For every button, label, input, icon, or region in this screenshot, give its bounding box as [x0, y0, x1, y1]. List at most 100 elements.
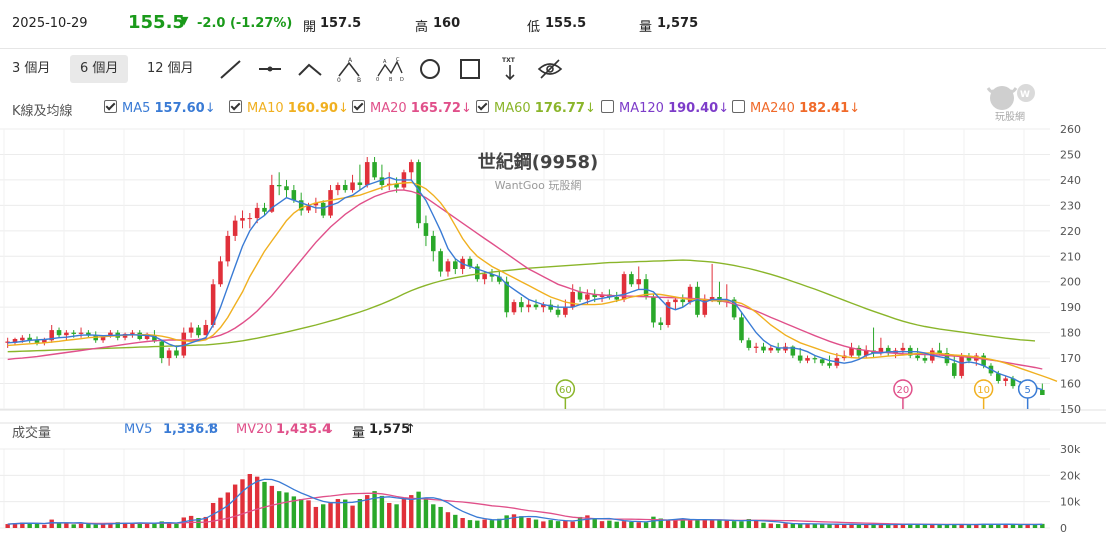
volume-bar	[100, 523, 106, 528]
ma-legend-ma60[interactable]: MA60 176.77↓	[476, 100, 596, 116]
candle-body	[262, 207, 267, 212]
range-12m-button[interactable]: 12 個月	[147, 61, 194, 76]
text-tool-icon[interactable]: TXT	[496, 56, 524, 82]
rect-tool-icon[interactable]	[456, 56, 484, 82]
checkbox-icon[interactable]	[601, 100, 614, 113]
checkbox-icon[interactable]	[732, 100, 745, 113]
candle-body	[827, 363, 832, 366]
checkbox-icon[interactable]	[476, 100, 489, 113]
volume-bar	[174, 523, 179, 528]
candle-body	[592, 294, 597, 297]
marker-circle	[1017, 379, 1038, 399]
volume-bar	[849, 524, 854, 528]
volume-bar	[981, 523, 986, 528]
volume-bar	[93, 524, 98, 528]
volume-bar	[519, 516, 524, 528]
volume-bar	[797, 524, 803, 528]
down-arrow-icon: ▼	[180, 14, 189, 27]
marker-label: 5	[1024, 385, 1030, 396]
marker-circle	[555, 379, 576, 399]
ma-legend: K線及均線 MA5 157.60↓ MA10 160.90↓ MA20 165.72…	[0, 98, 1106, 120]
candle-body	[614, 297, 620, 300]
candle-body	[548, 304, 553, 310]
volume-bar	[952, 524, 957, 528]
high-label: 高	[415, 20, 429, 35]
volume-bar	[548, 520, 553, 528]
volume-bar	[555, 521, 561, 528]
volume-bar	[350, 505, 355, 528]
volume-legend: 成交量 MV5 1,336.8 ↑ MV20 1,435.4 ↓ 量 1,575…	[0, 420, 1106, 442]
volume-bar	[1003, 524, 1008, 528]
volume-bar	[599, 521, 605, 528]
price-tick-label: 200	[1060, 276, 1081, 289]
volume-bar	[673, 519, 678, 528]
volume-bar	[86, 524, 91, 528]
ma-legend-ma240[interactable]: MA240 182.41↓	[732, 100, 860, 116]
abcd-pattern-icon[interactable]: A B C D 0	[376, 56, 404, 82]
volume-bar	[467, 520, 473, 528]
abcd-label-0: 0	[376, 77, 379, 82]
volume-bar	[768, 523, 774, 528]
volume-bar	[225, 492, 231, 528]
candle-body	[966, 355, 972, 361]
volume-bar	[570, 521, 575, 528]
range-3m-button[interactable]: 3 個月	[12, 61, 51, 76]
candle-body	[108, 332, 113, 337]
candle-body	[12, 339, 18, 343]
ma-legend-ma120[interactable]: MA120 190.40↓	[601, 100, 729, 116]
wave-tool-icon[interactable]	[296, 56, 324, 82]
candle-body	[1040, 389, 1045, 395]
volume-bar	[152, 522, 157, 528]
hide-tool-icon[interactable]	[536, 56, 564, 82]
circle-tool-icon[interactable]	[416, 56, 444, 82]
volume-bar	[643, 522, 649, 528]
ma-arrow: ↓	[204, 101, 216, 116]
line-tool-icon[interactable]	[216, 56, 244, 82]
volume-bar	[372, 491, 377, 528]
volume-bar	[409, 495, 414, 528]
volume-bar	[717, 520, 722, 528]
ma-legend-ma20[interactable]: MA20 165.72↓	[352, 100, 472, 116]
bull-logo-icon: W 玩股網	[986, 84, 1035, 123]
candle-body	[761, 346, 766, 351]
candle-body	[849, 347, 854, 356]
volume-value: 1,575	[657, 16, 699, 31]
volume-bar	[585, 515, 590, 528]
candle-body	[247, 218, 253, 220]
candle-body	[673, 299, 678, 303]
volume-bar	[1010, 524, 1016, 528]
candle-body	[291, 190, 297, 201]
volume-bar	[900, 524, 906, 528]
volume-bar	[64, 523, 69, 528]
volume-bar	[775, 524, 781, 528]
candle-body	[276, 185, 282, 187]
candle-body	[320, 202, 326, 216]
volume-bar	[658, 518, 663, 528]
candle-body	[313, 202, 319, 206]
range-6m-button[interactable]: 6 個月	[70, 55, 129, 83]
checkbox-icon[interactable]	[352, 100, 365, 113]
volume-bar	[577, 516, 583, 528]
volume-bar	[702, 520, 707, 528]
marker-label: 60	[559, 385, 572, 396]
candle-body	[1003, 378, 1008, 381]
volume-title: 成交量	[12, 426, 52, 441]
volume-bar	[71, 524, 76, 528]
candle-body	[643, 279, 649, 297]
ma-legend-ma5[interactable]: MA5 157.60↓	[104, 100, 216, 116]
ma-lines-group	[7, 176, 1058, 391]
price-tick-label: 220	[1060, 225, 1081, 238]
ma-value: 160.90	[287, 101, 338, 116]
ma-label: MA5	[122, 101, 155, 116]
volume-bar	[621, 521, 627, 528]
price-tick-label: 230	[1060, 199, 1081, 212]
volume-bar	[871, 524, 876, 528]
candle-body	[563, 307, 568, 315]
abc-pattern-icon[interactable]: A B 0	[336, 56, 364, 82]
volume-bar	[1018, 524, 1023, 528]
ma-legend-ma10[interactable]: MA10 160.90↓	[229, 100, 349, 116]
horizontal-line-icon[interactable]	[256, 56, 284, 82]
mv5-label: MV5	[124, 422, 153, 437]
checkbox-icon[interactable]	[229, 100, 242, 113]
checkbox-icon[interactable]	[104, 100, 117, 113]
